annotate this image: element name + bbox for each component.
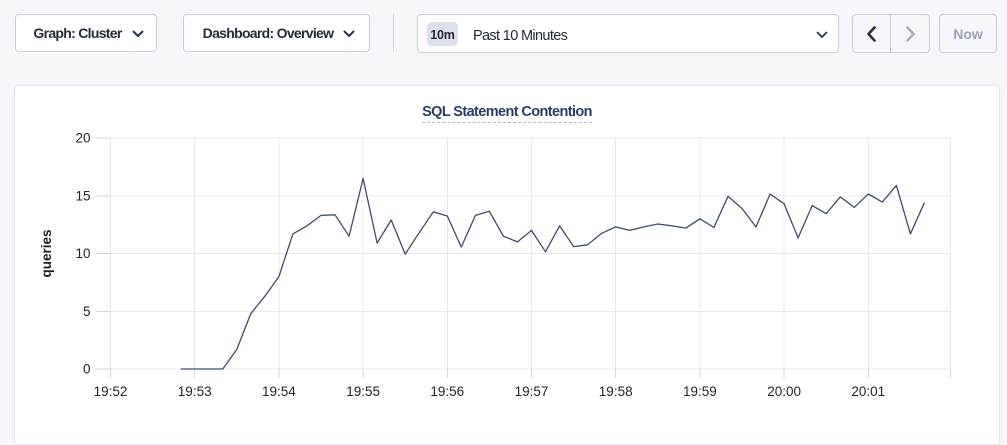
svg-text:15: 15 <box>75 188 90 203</box>
svg-text:5: 5 <box>83 304 91 319</box>
svg-text:19:52: 19:52 <box>94 384 128 399</box>
svg-text:19:54: 19:54 <box>262 384 296 399</box>
svg-text:20: 20 <box>75 131 90 146</box>
svg-text:20:01: 20:01 <box>851 384 885 399</box>
svg-text:20:00: 20:00 <box>767 384 801 399</box>
svg-text:19:59: 19:59 <box>683 384 717 399</box>
svg-text:19:55: 19:55 <box>346 384 380 399</box>
svg-text:19:58: 19:58 <box>599 384 633 399</box>
svg-text:19:56: 19:56 <box>430 384 464 399</box>
svg-text:19:57: 19:57 <box>515 384 549 399</box>
svg-text:0: 0 <box>83 362 91 377</box>
svg-text:19:53: 19:53 <box>178 384 212 399</box>
svg-text:10: 10 <box>75 246 90 261</box>
svg-text:queries: queries <box>39 229 54 277</box>
